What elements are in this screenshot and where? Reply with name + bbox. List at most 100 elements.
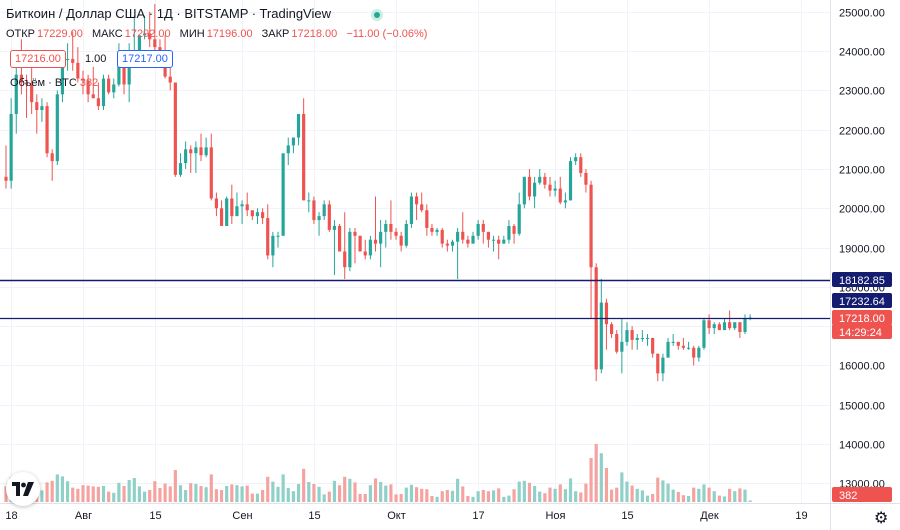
price-axis[interactable]: 25000.00 24000.00 23000.00 22000.00 21000.00… (830, 0, 885, 530)
candle-body (630, 330, 634, 340)
candle-body (743, 318, 747, 333)
volume-bar (184, 490, 188, 502)
candle-body (661, 357, 665, 374)
candle-body (214, 198, 218, 209)
candle-body (343, 251, 347, 268)
level-price-tag-text: 18182.85 (839, 275, 885, 287)
candle-body (738, 322, 742, 333)
candle-body (651, 337, 655, 354)
candle-body (615, 334, 619, 352)
candle-body (368, 239, 372, 256)
volume-bar (651, 494, 655, 502)
x-tick-label: 15 (621, 510, 633, 522)
candle-body (55, 94, 59, 162)
countdown-tag-bg (832, 324, 892, 339)
volume-bar (199, 486, 203, 502)
volume-bar (296, 484, 301, 502)
candle-body (317, 216, 321, 221)
candle-body (240, 204, 244, 207)
volume-bar (286, 488, 290, 502)
candle-body (296, 113, 301, 138)
volume-bar (517, 481, 521, 502)
volume-bar (445, 490, 449, 502)
candle-body (425, 210, 429, 228)
candle-body (676, 341, 680, 346)
candle-body (250, 210, 254, 217)
candle-body (40, 106, 44, 111)
candle-body (681, 345, 686, 348)
volume-bar (409, 484, 414, 502)
sell-price-button[interactable]: 17216.00 (10, 50, 66, 68)
candle-body (127, 53, 131, 85)
level-price-tag: 18182.85 (832, 272, 892, 287)
volume-bar (707, 487, 711, 502)
volume-bar (563, 489, 567, 502)
tradingview-logo-icon[interactable] (6, 472, 40, 506)
candle-body (507, 225, 511, 240)
volume-bar (620, 472, 624, 502)
candle-body (219, 208, 224, 226)
volume-bar (250, 493, 254, 502)
y-tick-label: 14000.00 (839, 440, 885, 452)
last-price-tag: 17218.00 (832, 310, 892, 325)
candle-body (4, 176, 8, 181)
volume-bar (60, 476, 65, 502)
volume-bar (712, 491, 716, 502)
candle-body (502, 239, 506, 244)
volume-bar (107, 491, 111, 502)
candle-body (24, 82, 29, 85)
volume-bar (81, 485, 85, 502)
volume-bar (322, 494, 326, 502)
grid-lines (0, 0, 830, 503)
volume-bar (671, 489, 675, 502)
volume-bar (497, 488, 501, 502)
candle-body (373, 239, 378, 244)
volume-bar (738, 488, 742, 502)
time-axis[interactable]: 18 Авг 15 Сен 15 Окт 17 Ноя 15 Дек 19 (0, 503, 900, 523)
candle-body (568, 161, 573, 201)
volume-bar (717, 495, 721, 502)
candle-body (476, 223, 480, 236)
y-tick-label: 15000.00 (839, 401, 885, 413)
candle-body (620, 341, 624, 352)
symbol-title[interactable]: Биткоин / Доллар США · 1Д · BITSTAMP · T… (6, 6, 331, 21)
candle-body (332, 225, 337, 230)
volume-bar (538, 491, 542, 502)
candle-body (456, 231, 460, 242)
candle-body (574, 157, 578, 162)
horizontal-lines[interactable] (0, 279, 830, 320)
tradingview-logo-glyph (12, 482, 34, 496)
candle-body (19, 74, 23, 83)
candle-body (266, 218, 270, 256)
spread-value: 1.00 (85, 53, 107, 65)
candle-body (728, 322, 732, 329)
candle-body (194, 147, 198, 154)
candle-body (697, 347, 701, 358)
candle-body (276, 235, 280, 237)
volume-bar (507, 495, 511, 502)
buy-price-button[interactable]: 17217.00 (117, 50, 173, 68)
candle-body (353, 231, 357, 236)
volume-bar (579, 492, 583, 502)
y-tick-label: 21000.00 (839, 165, 885, 177)
candle-body (137, 35, 142, 54)
volume-bar (373, 478, 378, 502)
volume-bar (194, 484, 198, 502)
volume-bar (692, 487, 696, 502)
gear-icon[interactable]: ⚙ (874, 508, 889, 527)
ohlc-change-value: −11.00 (−0.06%) (346, 28, 428, 40)
ohlc-open-value: 17229.00 (37, 28, 83, 40)
ohlc-high-label: МАКС (91, 28, 123, 40)
ohlc-low-value: 17196.00 (206, 28, 253, 40)
volume-bar (486, 491, 490, 502)
bid-price-tag: 17232.64 (832, 293, 892, 308)
candle-body (579, 157, 583, 173)
volume-legend[interactable]: Объём · BTC 382 (10, 77, 98, 89)
volume-bar (656, 477, 660, 502)
countdown-tag: 14:29:24 (832, 324, 892, 339)
y-tick-label: 19000.00 (839, 244, 885, 256)
volume-tag-bg (832, 487, 892, 502)
candle-body (645, 337, 650, 339)
candle-body (30, 84, 34, 103)
